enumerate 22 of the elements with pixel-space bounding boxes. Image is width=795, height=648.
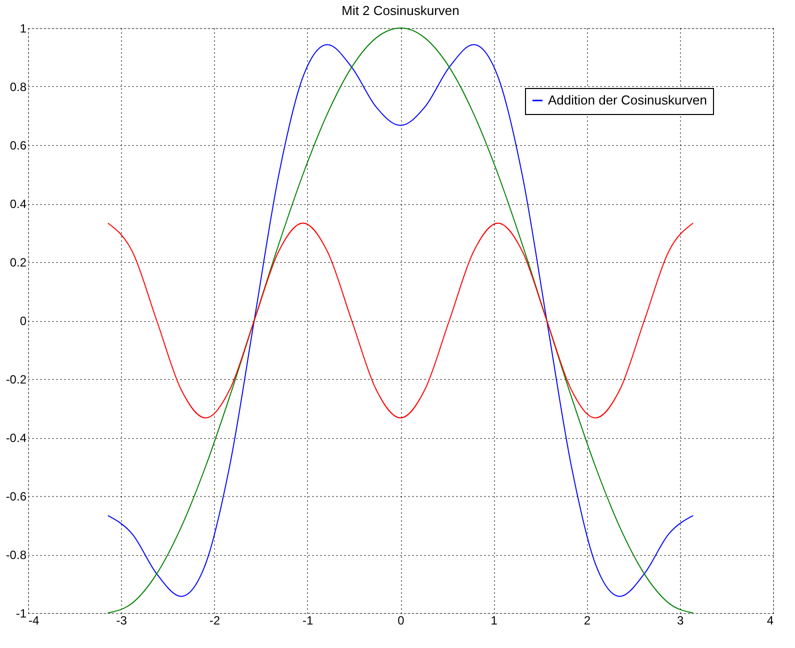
y-tick-label: -0.6 — [6, 490, 27, 504]
x-tick-label: -4 — [28, 614, 40, 628]
x-tick-label: 0 — [398, 614, 405, 628]
x-tick-label: 2 — [584, 614, 591, 628]
y-tick-label: 0 — [20, 314, 27, 328]
x-tick-label: -1 — [302, 614, 314, 628]
chart-title: Mit 2 Cosinuskurven — [342, 3, 460, 18]
legend-label: Addition der Cosinuskurven — [548, 92, 707, 108]
y-tick-label: 0.2 — [10, 256, 27, 270]
x-tick-label: 4 — [766, 614, 774, 628]
x-tick-label: -3 — [116, 614, 128, 628]
line-series — [107, 222, 694, 418]
x-tick-label: 3 — [677, 614, 684, 628]
y-tick-label: -0.4 — [6, 431, 27, 445]
y-tick-label: 0.4 — [10, 197, 27, 211]
y-tick-label: -0.8 — [6, 548, 27, 562]
y-tick-label: -0.2 — [6, 372, 27, 386]
y-tick-label: 0.8 — [10, 80, 27, 94]
y-tick-label: 1 — [20, 22, 27, 36]
y-tick-label: 0.6 — [10, 138, 27, 152]
x-tick-label: 1 — [490, 614, 498, 628]
x-tick-label: -2 — [209, 614, 220, 628]
